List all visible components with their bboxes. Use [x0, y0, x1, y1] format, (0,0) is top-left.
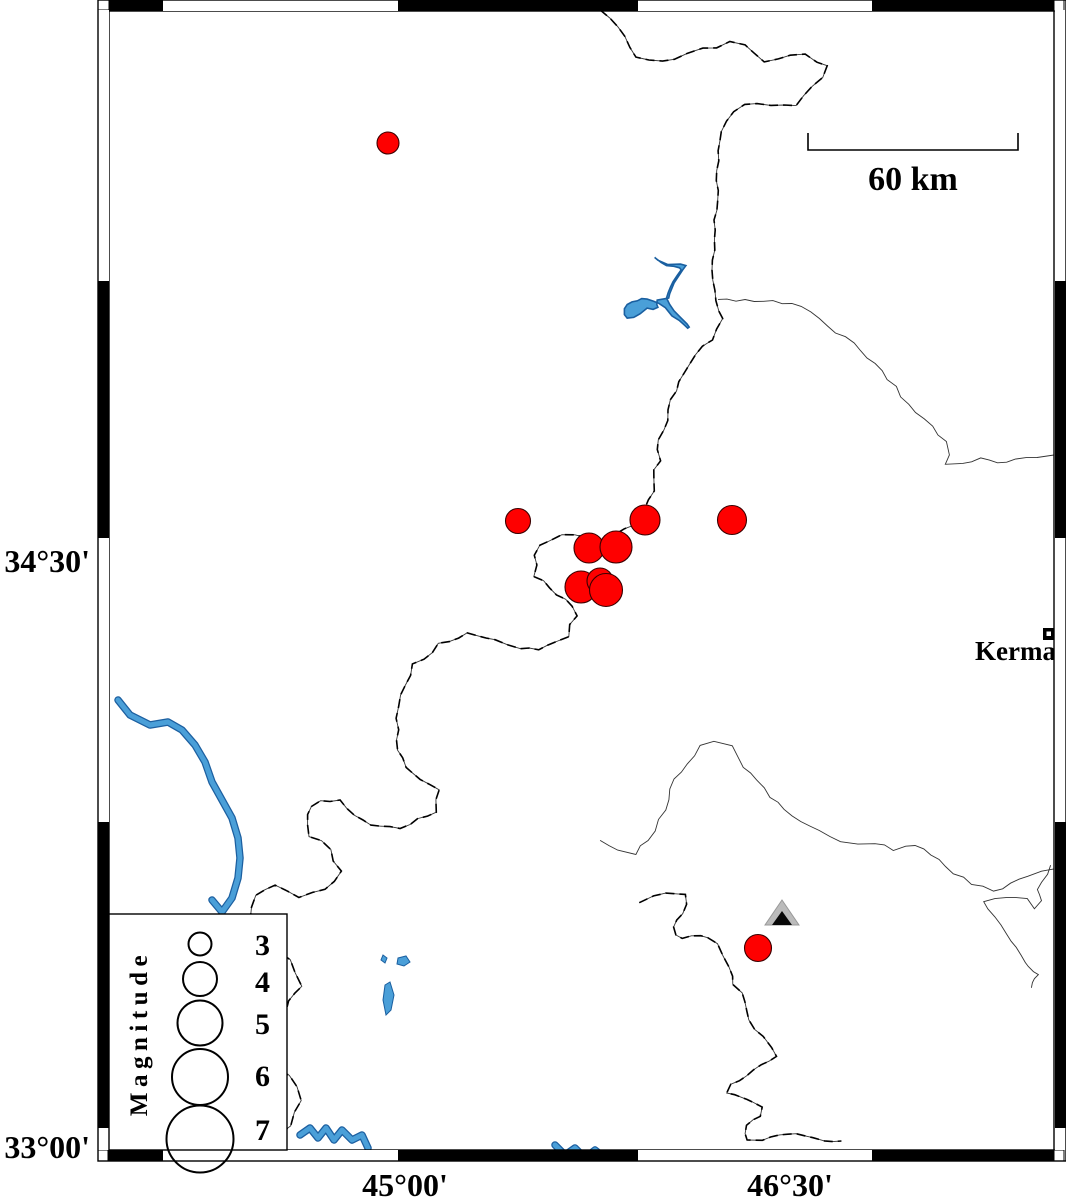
svg-text:33°00': 33°00': [4, 1129, 90, 1165]
svg-text:46°30': 46°30': [747, 1167, 833, 1200]
svg-text:Magnitude: Magnitude: [126, 950, 153, 1116]
svg-text:34°30': 34°30': [4, 543, 90, 579]
svg-text:Kermanshah: Kermanshah: [975, 636, 1066, 666]
svg-text:45°00': 45°00': [362, 1167, 448, 1200]
svg-text:4: 4: [255, 966, 270, 999]
svg-text:5: 5: [255, 1008, 270, 1041]
svg-text:3: 3: [255, 929, 270, 962]
svg-text:60 km: 60 km: [868, 161, 958, 198]
svg-text:7: 7: [255, 1114, 270, 1147]
svg-text:6: 6: [255, 1060, 270, 1093]
